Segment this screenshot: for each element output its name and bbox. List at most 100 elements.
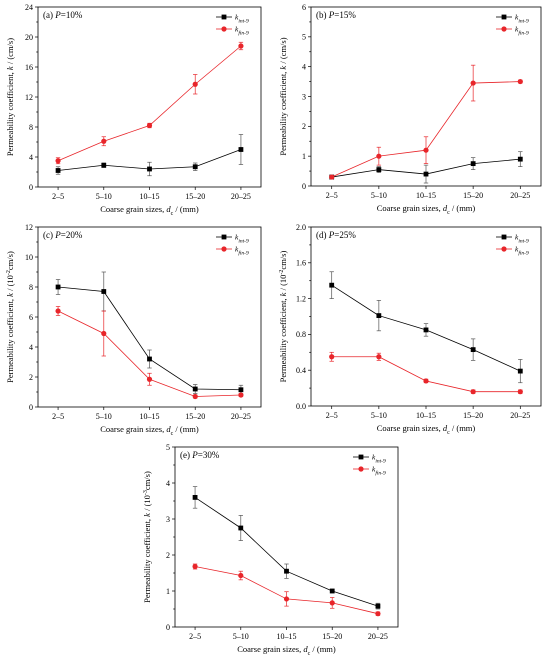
data-point bbox=[376, 354, 382, 360]
data-point bbox=[101, 330, 107, 337]
data-point bbox=[147, 356, 152, 362]
legend-marker bbox=[501, 234, 507, 240]
x-axis-label: Coarse grain sizes, dc / (mm) bbox=[377, 423, 476, 436]
data-point bbox=[55, 168, 61, 173]
x-tick-label: 20–25 bbox=[510, 191, 530, 200]
legend-marker bbox=[501, 14, 507, 20]
x-tick-label: 15–20 bbox=[463, 191, 483, 200]
data-point bbox=[238, 147, 244, 152]
data-point bbox=[376, 167, 382, 172]
y-tick-label: 2 bbox=[166, 551, 170, 560]
x-axis-label: Coarse grain sizes, dc / (mm) bbox=[377, 203, 476, 216]
y-tick-label: 2 bbox=[302, 122, 306, 131]
data-point bbox=[284, 568, 289, 574]
y-tick-label: 20 bbox=[25, 33, 33, 42]
legend-marker bbox=[358, 454, 364, 460]
series-kfin-9 bbox=[55, 41, 244, 165]
data-point bbox=[423, 378, 429, 384]
legend-marker bbox=[501, 26, 507, 32]
data-point bbox=[375, 603, 381, 609]
x-tick-label: 2–5 bbox=[52, 192, 64, 201]
data-point bbox=[101, 162, 107, 168]
data-point bbox=[517, 156, 523, 162]
y-tick-label: 3 bbox=[166, 515, 170, 524]
data-point bbox=[470, 389, 476, 395]
data-point bbox=[192, 393, 198, 400]
data-point bbox=[329, 174, 335, 180]
x-tick-label: 2–5 bbox=[326, 191, 338, 200]
y-axis-label: Permeability coefficient, k / (10-2cm/s) bbox=[5, 251, 15, 383]
data-point bbox=[423, 171, 429, 177]
series-kfin-9 bbox=[55, 306, 244, 400]
legend-label: kint-9 bbox=[372, 453, 386, 465]
data-point bbox=[55, 308, 61, 314]
y-tick-label: 0 bbox=[29, 403, 33, 412]
x-tick-label: 10–15 bbox=[140, 192, 160, 201]
plot-area: 0 1 2 3 4 5 6 2–5 5–10 10–15 15–20 20–25 Coarse grai… bbox=[278, 3, 542, 216]
panel-title: (e) P=30% bbox=[180, 450, 220, 460]
x-tick-label: 15–20 bbox=[463, 411, 483, 420]
x-tick-label: 10–15 bbox=[140, 412, 160, 421]
y-tick-label: 10 bbox=[25, 253, 33, 262]
legend-label: kfin-9 bbox=[515, 245, 529, 257]
series-line bbox=[194, 497, 379, 607]
data-point bbox=[423, 147, 429, 153]
data-point bbox=[147, 166, 152, 172]
y-tick-label: 2.0 bbox=[296, 223, 306, 232]
data-point bbox=[146, 122, 153, 129]
series-kint-9 bbox=[329, 271, 523, 384]
y-axis-label: Permeability coefficient, k / (10-3cm/s) bbox=[142, 471, 152, 603]
x-tick-label: 5–10 bbox=[96, 192, 112, 201]
data-point bbox=[375, 611, 381, 617]
y-tick-label: 0 bbox=[166, 623, 170, 632]
series-kfin-9 bbox=[329, 64, 523, 180]
plot-area: 0 2 4 6 8 10 12 2–5 5–10 10–15 15–20 20–25 Coarse gr… bbox=[5, 223, 262, 437]
y-tick-label: 1.6 bbox=[296, 259, 306, 268]
y-tick-label: 1.2 bbox=[296, 294, 306, 303]
data-point bbox=[329, 600, 335, 606]
data-point bbox=[470, 80, 476, 86]
data-point bbox=[470, 347, 476, 353]
legend-marker bbox=[221, 14, 227, 20]
legend-label: kfin-9 bbox=[235, 245, 249, 257]
x-tick-label: 5–10 bbox=[233, 632, 249, 641]
y-tick-label: 8 bbox=[29, 123, 33, 132]
x-tick-label: 2–5 bbox=[326, 411, 338, 420]
data-point bbox=[55, 284, 61, 290]
x-tick-label: 20–25 bbox=[231, 412, 251, 421]
y-tick-label: 24 bbox=[25, 3, 33, 12]
series-kfin-9 bbox=[329, 351, 523, 395]
x-tick-label: 2–5 bbox=[52, 412, 64, 421]
plot-area: 0 4 8 12 16 20 24 2–5 5–10 10–15 15–20 20–25 Coarse … bbox=[5, 3, 262, 217]
x-tick-label: 5–10 bbox=[371, 411, 387, 420]
x-tick-label: 15–20 bbox=[322, 632, 342, 641]
data-point bbox=[283, 596, 290, 602]
data-point bbox=[55, 158, 61, 164]
legend-label: kfin-9 bbox=[235, 25, 249, 37]
y-tick-label: 8 bbox=[29, 283, 33, 292]
y-axis-label: Permeability coefficient, k / (10-2cm/s) bbox=[278, 251, 288, 383]
y-tick-label: 2 bbox=[29, 373, 33, 382]
legend-marker bbox=[221, 26, 227, 32]
data-point bbox=[101, 138, 107, 144]
legend-label: kint-9 bbox=[515, 233, 529, 245]
y-axis-label: Permeability coefficient, k / (cm/s) bbox=[5, 38, 15, 156]
plot-area: 0.0 0.4 0.8 1.2 1.6 2.0 2–5 5–10 10–15 15–20 20–25… bbox=[278, 223, 542, 436]
x-tick-label: 10–15 bbox=[277, 632, 297, 641]
panel-title: (a) P=10% bbox=[43, 10, 83, 20]
x-tick-label: 2–5 bbox=[189, 632, 201, 641]
data-point bbox=[517, 78, 523, 85]
legend-marker bbox=[358, 466, 364, 472]
legend-label: kfin-9 bbox=[515, 25, 529, 37]
data-point bbox=[192, 164, 198, 170]
x-axis-label: Coarse grain sizes, dc / (mm) bbox=[237, 644, 336, 657]
y-tick-label: 6 bbox=[29, 313, 33, 322]
panel-title: (b) P=15% bbox=[316, 10, 356, 20]
y-axis-label: Permeability coefficient, k / (cm/s) bbox=[278, 37, 288, 155]
